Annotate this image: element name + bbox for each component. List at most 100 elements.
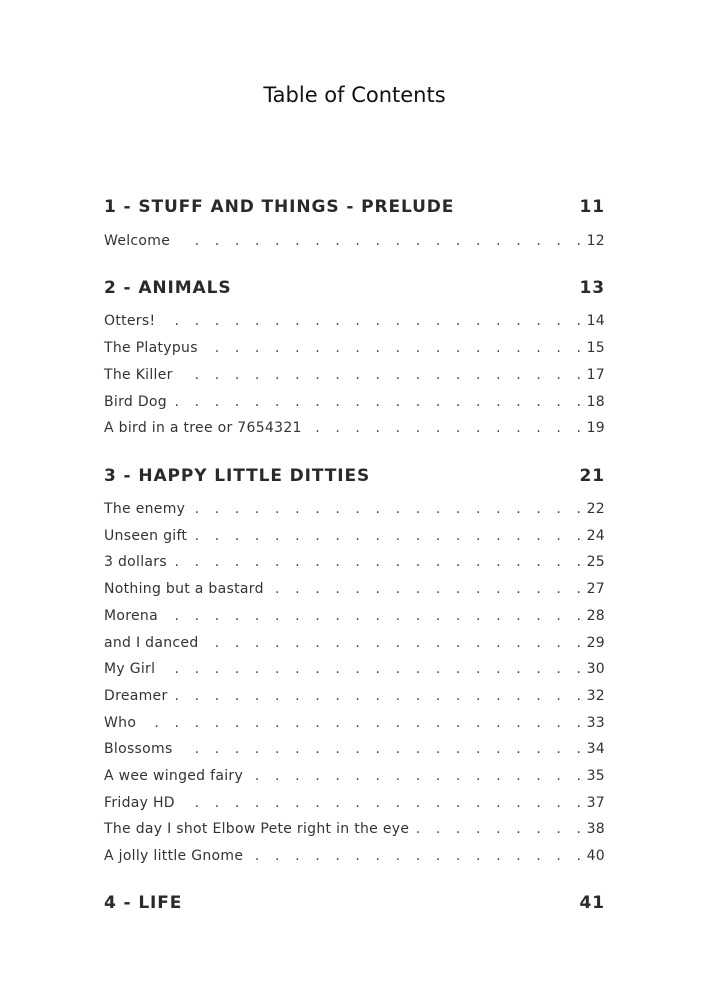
- toc-entry[interactable]: The Platypus . . . . . . . . . . . . . .…: [104, 335, 605, 362]
- entry-title: Who: [104, 714, 137, 731]
- chapter-title: 1 - STUFF AND THINGS - PRELUDE: [104, 197, 455, 217]
- chapter-title: 3 - HAPPY LITTLE DITTIES: [104, 465, 371, 486]
- dot-leader: . . . . . . . . . . . . . . . . . . . . …: [163, 313, 587, 330]
- entry-page: 29: [586, 634, 605, 651]
- table-of-contents: 1 - STUFF AND THINGS - PRELUDE 11 Welcome …: [104, 193, 605, 917]
- toc-entry[interactable]: My Girl . . . . . . . . . . . . . . . . …: [104, 656, 605, 683]
- dot-leader: . . . . . . . . . . . . . . . . . . . . …: [181, 741, 587, 758]
- entry-page: 34: [586, 741, 605, 758]
- entry-page: 30: [586, 661, 605, 678]
- entry-page: 35: [586, 767, 605, 784]
- entry-page: 17: [586, 366, 605, 383]
- entry-title: Dreamer: [104, 687, 168, 704]
- entry-title: The Platypus: [104, 340, 198, 357]
- page-title: Table of Contents: [263, 83, 446, 107]
- entry-title: A wee winged fairy: [104, 767, 244, 784]
- dot-leader: . . . . . . . . . . . . . . . . . . . . …: [272, 581, 587, 598]
- entry-title: The enemy: [104, 501, 186, 518]
- chapter-title: 2 - ANIMALS: [104, 277, 232, 298]
- chapter-page: 13: [579, 277, 605, 298]
- dot-leader: . . . . . . . . . . . . . . . . . . . . …: [183, 794, 587, 811]
- entry-page: 25: [586, 554, 605, 571]
- entry-title: Blossoms: [104, 741, 173, 758]
- toc-entry[interactable]: Nothing but a bastard . . . . . . . . . …: [104, 576, 605, 603]
- toc-entry[interactable]: Bird Dog . . . . . . . . . . . . . . . .…: [104, 389, 605, 416]
- chapter-heading[interactable]: 2 - ANIMALS 13: [104, 274, 605, 302]
- toc-entry[interactable]: and I danced . . . . . . . . . . . . . .…: [104, 630, 605, 657]
- entry-page: 38: [586, 821, 605, 838]
- entry-page: 22: [586, 501, 605, 518]
- dot-leader: . . . . . . . . . . . . . . . . . . . . …: [178, 232, 587, 249]
- chapter-section: 1 - STUFF AND THINGS - PRELUDE 11 Welcome …: [104, 193, 605, 254]
- entry-list: The enemy . . . . . . . . . . . . . . . …: [104, 496, 605, 870]
- dot-leader: . . . . . . . . . . . . . . . . . . . . …: [417, 821, 587, 838]
- dot-leader: . . . . . . . . . . . . . . . . . . . . …: [144, 714, 587, 731]
- entry-list: Welcome . . . . . . . . . . . . . . . . …: [104, 228, 605, 255]
- entry-title: A jolly little Gnome: [104, 848, 244, 865]
- toc-entry[interactable]: A wee winged fairy . . . . . . . . . . .…: [104, 763, 605, 790]
- chapter-section: 3 - HAPPY LITTLE DITTIES 21 The enemy . . …: [104, 462, 605, 870]
- entry-title: Bird Dog: [104, 393, 167, 410]
- entry-title: The day I shot Elbow Pete right in the e…: [104, 821, 410, 838]
- chapter-page: 21: [579, 465, 605, 486]
- toc-entry[interactable]: The Killer . . . . . . . . . . . . . . .…: [104, 362, 605, 389]
- entry-page: 28: [586, 607, 605, 624]
- entry-title: A bird in a tree or 7654321: [104, 420, 302, 437]
- chapter-section: 4 - LIFE 41: [104, 889, 605, 917]
- dot-leader: . . . . . . . . . . . . . . . . . . . . …: [206, 340, 587, 357]
- dot-leader: . . . . . . . . . . . . . . . . . . . . …: [195, 527, 587, 544]
- entry-page: 27: [586, 581, 605, 598]
- toc-entry[interactable]: Morena . . . . . . . . . . . . . . . . .…: [104, 603, 605, 630]
- dot-leader: . . . . . . . . . . . . . . . . . . . . …: [174, 554, 587, 571]
- toc-entry[interactable]: Friday HD . . . . . . . . . . . . . . . …: [104, 790, 605, 817]
- entry-title: My Girl: [104, 661, 156, 678]
- dot-leader: . . . . . . . . . . . . . . . . . . . . …: [163, 661, 587, 678]
- chapter-heading[interactable]: 4 - LIFE 41: [104, 889, 605, 917]
- dot-leader: . . . . . . . . . . . . . . . . . . . . …: [251, 848, 587, 865]
- entry-page: 12: [586, 232, 605, 249]
- dot-leader: . . . . . . . . . . . . . . . . . . . . …: [310, 420, 587, 437]
- dot-leader: . . . . . . . . . . . . . . . . . . . . …: [166, 607, 587, 624]
- toc-entry[interactable]: Unseen gift . . . . . . . . . . . . . . …: [104, 523, 605, 550]
- toc-entry[interactable]: 3 dollars . . . . . . . . . . . . . . . …: [104, 549, 605, 576]
- toc-entry[interactable]: The enemy . . . . . . . . . . . . . . . …: [104, 496, 605, 523]
- entry-title: Unseen gift: [104, 527, 188, 544]
- dot-leader: . . . . . . . . . . . . . . . . . . . . …: [176, 687, 587, 704]
- entry-page: 24: [586, 527, 605, 544]
- entry-title: Friday HD: [104, 794, 175, 811]
- entry-title: 3 dollars: [104, 554, 167, 571]
- entry-page: 40: [586, 848, 605, 865]
- dot-leader: . . . . . . . . . . . . . . . . . . . . …: [251, 767, 587, 784]
- entry-page: 32: [586, 687, 605, 704]
- entry-page: 14: [586, 313, 605, 330]
- toc-entry[interactable]: A jolly little Gnome . . . . . . . . . .…: [104, 843, 605, 870]
- entry-page: 37: [586, 794, 605, 811]
- entry-title: Welcome: [104, 232, 171, 249]
- toc-entry[interactable]: The day I shot Elbow Pete right in the e…: [104, 816, 605, 843]
- entry-title: and I danced: [104, 634, 199, 651]
- entry-page: 18: [586, 393, 605, 410]
- toc-entry[interactable]: Welcome . . . . . . . . . . . . . . . . …: [104, 228, 605, 255]
- entry-title: Nothing but a bastard: [104, 581, 264, 598]
- dot-leader: . . . . . . . . . . . . . . . . . . . . …: [207, 634, 587, 651]
- entry-title: Morena: [104, 607, 158, 624]
- entry-page: 33: [586, 714, 605, 731]
- toc-entry[interactable]: Otters! . . . . . . . . . . . . . . . . …: [104, 308, 605, 335]
- chapter-title: 4 - LIFE: [104, 893, 183, 914]
- dot-leader: . . . . . . . . . . . . . . . . . . . . …: [174, 393, 587, 410]
- chapter-page: 11: [579, 197, 605, 217]
- toc-entry[interactable]: Blossoms . . . . . . . . . . . . . . . .…: [104, 736, 605, 763]
- chapter-page: 41: [579, 893, 605, 914]
- entry-title: The Killer: [104, 366, 173, 383]
- chapter-section: 2 - ANIMALS 13 Otters! . . . . . . . . . .…: [104, 274, 605, 442]
- toc-entry[interactable]: A bird in a tree or 7654321 . . . . . . …: [104, 415, 605, 442]
- toc-entry[interactable]: Who . . . . . . . . . . . . . . . . . . …: [104, 710, 605, 737]
- entry-page: 15: [586, 340, 605, 357]
- toc-entry[interactable]: Dreamer . . . . . . . . . . . . . . . . …: [104, 683, 605, 710]
- chapter-heading[interactable]: 3 - HAPPY LITTLE DITTIES 21: [104, 462, 605, 490]
- dot-leader: . . . . . . . . . . . . . . . . . . . . …: [181, 366, 587, 383]
- chapter-heading[interactable]: 1 - STUFF AND THINGS - PRELUDE 11: [104, 193, 605, 221]
- dot-leader: . . . . . . . . . . . . . . . . . . . . …: [193, 501, 587, 518]
- entry-title: Otters!: [104, 313, 156, 330]
- entry-list: Otters! . . . . . . . . . . . . . . . . …: [104, 308, 605, 441]
